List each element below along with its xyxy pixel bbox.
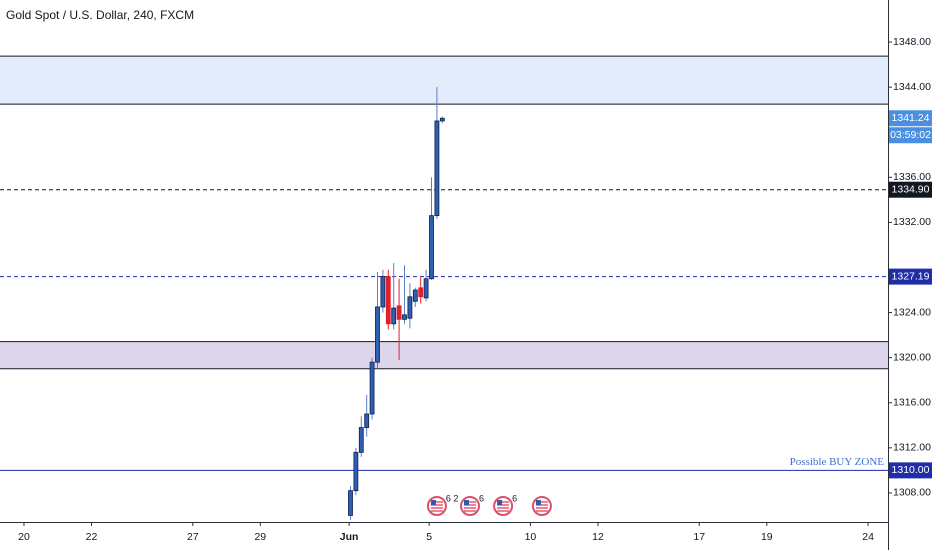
event-label: 6 xyxy=(512,493,517,503)
candle-body xyxy=(385,276,391,325)
x-tick-label: 10 xyxy=(525,531,537,543)
event-canton xyxy=(535,500,541,505)
level-tag-text: 1310.00 xyxy=(892,464,930,476)
candle-body xyxy=(407,296,413,319)
event-icon[interactable] xyxy=(426,496,447,516)
x-tick-label: 5 xyxy=(426,531,432,543)
countdown-tag-text: 03:59:02 xyxy=(890,129,931,141)
candle-body xyxy=(402,314,407,320)
y-tick-label: 1344.00 xyxy=(893,81,931,93)
level-tag-bg xyxy=(889,268,932,285)
y-tick-label: 1320.00 xyxy=(893,351,931,363)
candle-body xyxy=(418,287,424,298)
event-canton xyxy=(497,500,503,505)
event-ring xyxy=(426,496,447,516)
event-label: 6 xyxy=(479,493,484,503)
level-tag-text: 1327.19 xyxy=(892,270,930,282)
y-tick-label: 1308.00 xyxy=(893,487,931,499)
level-tag-text: 1334.90 xyxy=(892,183,930,195)
candle-body xyxy=(380,276,386,308)
event-ring xyxy=(459,496,480,516)
countdown-tag-bg xyxy=(889,127,932,144)
x-tick-label: 19 xyxy=(761,531,773,543)
event-icon[interactable] xyxy=(531,496,552,516)
candle-body xyxy=(358,427,364,453)
x-tick-label: Jun xyxy=(340,531,359,543)
candle-body xyxy=(375,306,380,363)
x-tick-label: 22 xyxy=(86,531,98,543)
level-annotation: Possible BUY ZONE xyxy=(790,456,885,468)
candle-body xyxy=(439,117,445,122)
level-tag: 1310.00 xyxy=(889,462,932,479)
last-price-tag-text: 1341.24 xyxy=(892,112,930,124)
event-canton xyxy=(430,500,436,505)
x-tick-label: 27 xyxy=(187,531,199,543)
level-tag: 1327.19 xyxy=(889,268,932,285)
candle-body xyxy=(423,278,429,299)
y-tick-label: 1324.00 xyxy=(893,306,931,318)
candle-body xyxy=(434,120,440,217)
y-tick-label: 1332.00 xyxy=(893,216,931,228)
plot-area: Possible BUY ZONE xyxy=(0,55,888,520)
candle-body xyxy=(412,289,418,302)
level-tag-bg xyxy=(889,181,932,198)
y-tick-label: 1336.00 xyxy=(893,171,931,183)
y-tick-label: 1316.00 xyxy=(893,397,931,409)
x-tick-label: 24 xyxy=(862,531,874,543)
candle-body xyxy=(364,413,370,428)
event-ring xyxy=(493,496,514,516)
last-price-tag-bg xyxy=(889,110,932,127)
candle-body xyxy=(348,490,353,516)
countdown-tag: 03:59:02 xyxy=(889,127,932,144)
candle-body xyxy=(369,361,375,415)
candle-body xyxy=(429,215,434,280)
candle-body xyxy=(391,307,397,325)
level-tag-bg xyxy=(889,462,932,479)
level-tag: 1334.90 xyxy=(889,181,932,198)
candle-body xyxy=(353,451,359,492)
zone xyxy=(0,56,888,105)
y-tick-label: 1312.00 xyxy=(893,442,931,454)
event-canton xyxy=(463,500,469,505)
event-ring xyxy=(531,496,552,516)
event-icon[interactable] xyxy=(459,496,480,516)
x-tick-label: 17 xyxy=(693,531,705,543)
x-tick-label: 12 xyxy=(592,531,604,543)
event-label: 6 2 xyxy=(446,493,459,503)
y-tick-label: 1348.00 xyxy=(893,36,931,48)
event-icon[interactable] xyxy=(493,496,514,516)
x-tick-label: 29 xyxy=(254,531,266,543)
candle-body xyxy=(396,305,402,320)
x-tick-label: 20 xyxy=(18,531,30,543)
chart-title: Gold Spot / U.S. Dollar, 240, FXCM xyxy=(6,8,194,22)
zone xyxy=(0,341,888,369)
last-price-tag: 1341.24 xyxy=(889,110,932,127)
